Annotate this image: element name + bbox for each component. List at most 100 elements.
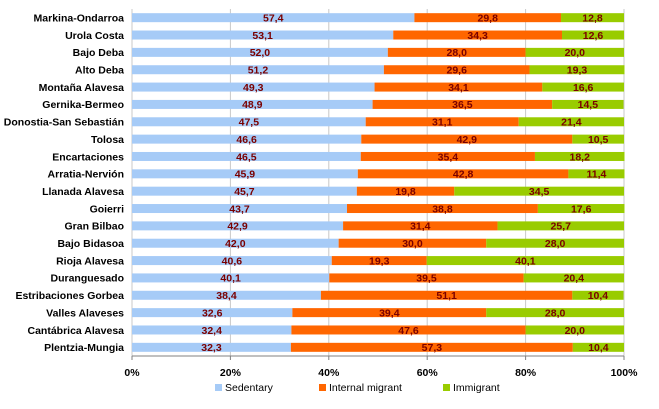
value-label-11-0: 43,7 (229, 203, 250, 215)
value-label-12-0: 42,9 (227, 221, 248, 233)
value-label-15-0: 40,1 (220, 273, 241, 285)
category-label-13: Bajo Bidasoa (57, 238, 124, 250)
bar-4-1 (374, 82, 543, 92)
value-label-16-0: 38,4 (216, 290, 237, 302)
bar-17-1 (292, 308, 487, 318)
category-label-9: Arratia-Nervión (48, 169, 124, 181)
bar-13-0 (132, 238, 339, 248)
value-label-19-0: 32,3 (201, 342, 222, 354)
x-tick-label-60: 60% (417, 367, 439, 379)
bar-17-2 (486, 308, 624, 318)
bar-3-1 (383, 65, 530, 75)
category-label-1: Urola Costa (65, 30, 124, 42)
value-label-15-1: 39,5 (416, 273, 437, 285)
bar-18-0 (132, 325, 292, 335)
value-label-18-0: 32,4 (201, 325, 222, 337)
value-label-8-0: 46,5 (236, 151, 257, 163)
value-label-13-0: 42,0 (225, 238, 246, 250)
bar-16-0 (132, 290, 321, 300)
bar-10-0 (132, 186, 357, 196)
category-label-16: Estribaciones Gorbea (15, 290, 124, 302)
value-label-10-1: 19,8 (395, 186, 416, 198)
value-label-5-0: 48,9 (242, 99, 263, 111)
bar-2-0 (132, 47, 388, 57)
bar-8-0 (132, 151, 361, 161)
value-label-6-1: 31,1 (432, 117, 453, 129)
value-label-18-2: 20,0 (565, 325, 586, 337)
value-label-17-1: 39,4 (379, 307, 400, 319)
x-tick-label-20: 20% (220, 367, 242, 379)
value-label-13-2: 28,0 (545, 238, 566, 250)
bar-5-2 (552, 99, 624, 109)
bar-16-1 (320, 290, 573, 300)
bar-11-2 (537, 204, 625, 214)
bar-0-1 (414, 13, 562, 23)
bar-9-2 (568, 169, 625, 179)
value-label-18-1: 47,6 (398, 325, 419, 337)
category-label-15: Duranguesado (50, 273, 124, 285)
bar-12-2 (497, 221, 624, 231)
value-label-7-1: 42,9 (457, 134, 478, 146)
value-label-11-2: 17,6 (571, 203, 592, 215)
value-label-9-1: 42,8 (453, 169, 474, 181)
legend-label-2: Immigrant (453, 382, 500, 394)
value-label-5-2: 14,5 (578, 99, 599, 111)
bar-4-2 (542, 82, 624, 92)
bar-13-1 (338, 238, 487, 248)
bar-5-1 (372, 99, 553, 109)
value-label-10-0: 45,7 (234, 186, 255, 198)
value-label-17-0: 32,6 (202, 307, 223, 319)
value-label-9-2: 11,4 (587, 169, 607, 181)
bar-4-0 (132, 82, 375, 92)
bar-0-2 (561, 13, 624, 23)
bar-12-0 (132, 221, 344, 231)
category-label-18: Cantábrica Alavesa (28, 325, 125, 337)
bar-11-0 (132, 204, 348, 214)
legend-label-1: Internal migrant (329, 382, 402, 394)
category-label-12: Gran Bilbao (64, 221, 124, 233)
value-label-12-2: 25,7 (551, 221, 572, 233)
value-label-6-2: 21,4 (561, 117, 582, 129)
value-label-7-0: 46,6 (236, 134, 257, 146)
category-label-11: Goierri (90, 203, 125, 215)
category-label-17: Valles Alaveses (46, 307, 124, 319)
gridlines (131, 9, 625, 356)
bar-10-1 (356, 186, 455, 196)
x-tick-label-80: 80% (515, 367, 537, 379)
bar-6-2 (518, 117, 624, 127)
value-label-4-0: 49,3 (243, 82, 264, 94)
bar-18-2 (525, 325, 624, 335)
category-label-6: Donostia-San Sebastián (4, 117, 124, 129)
legend: Sedentary Internal migrant Immigrant (215, 382, 500, 394)
value-label-1-1: 34,3 (467, 30, 488, 42)
x-tick-label-0: 0% (124, 367, 140, 379)
value-label-5-1: 36,5 (452, 99, 473, 111)
value-label-17-2: 28,0 (545, 307, 566, 319)
category-label-8: Encartaciones (52, 151, 124, 163)
value-label-4-1: 34,1 (448, 82, 469, 94)
value-label-3-2: 19,3 (567, 65, 588, 77)
bar-2-1 (387, 47, 526, 57)
category-label-7: Tolosa (91, 134, 124, 146)
bar-19-0 (132, 342, 291, 352)
bar-2-2 (525, 47, 624, 57)
category-label-4: Montaña Alavesa (39, 82, 125, 94)
value-labels: 57,4 29,8 12,8 53,1 34,3 12,6 52,0 28,0 20,0 51,2… (201, 12, 609, 354)
category-label-0: Markina-Ondarroa (34, 12, 125, 24)
value-label-19-2: 10,4 (588, 342, 609, 354)
legend-swatch-1 (319, 384, 326, 391)
bar-1-0 (132, 30, 394, 40)
value-label-8-2: 18,2 (570, 151, 591, 163)
value-label-2-1: 28,0 (447, 47, 468, 59)
category-label-2: Bajo Deba (73, 47, 125, 59)
category-label-14: Rioja Alavesa (56, 255, 124, 267)
value-label-12-1: 31,4 (410, 221, 431, 233)
bar-18-1 (291, 325, 526, 335)
x-axis: 0% 20% 40% 60% 80% 100% (124, 355, 638, 379)
value-label-16-2: 10,4 (588, 290, 609, 302)
bar-15-2 (523, 273, 624, 283)
bar-7-1 (361, 134, 573, 144)
legend-label-0: Sedentary (225, 382, 274, 394)
value-label-14-1: 19,3 (369, 255, 390, 267)
